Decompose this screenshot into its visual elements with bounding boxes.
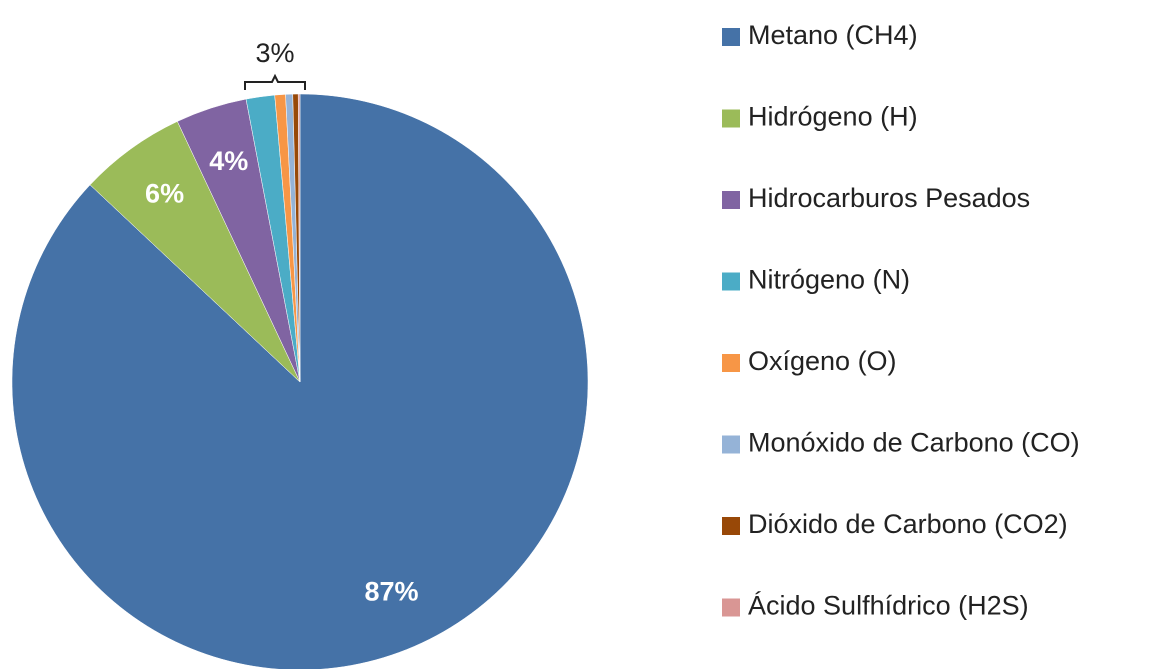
legend-swatch (722, 354, 740, 372)
legend-swatch (722, 191, 740, 209)
bracket (244, 73, 306, 90)
legend-label: Monóxido de Carbono (CO) (748, 428, 1080, 458)
legend-label: Hidrocarburos Pesados (748, 183, 1030, 213)
legend-swatch (722, 272, 740, 291)
legend-swatch (722, 109, 740, 128)
value-label: 87% (364, 577, 418, 607)
legend-label: Hidrógeno (H) (748, 102, 918, 132)
pie-slice (297, 93, 301, 383)
legend-label: Ácido Sulfhídrico (H2S) (748, 591, 1029, 621)
value-label: 6% (145, 179, 184, 209)
value-label: 4% (209, 146, 248, 176)
legend-swatch (722, 517, 740, 535)
legend-label: Nitrógeno (N) (748, 265, 910, 295)
legend-swatch (722, 435, 740, 454)
legend-swatch (722, 28, 740, 46)
legend-label: Oxígeno (O) (748, 346, 897, 376)
legend-label: Metano (CH4) (748, 20, 918, 50)
annotation: 3% (255, 38, 294, 68)
legend-label: Dióxido de Carbono (CO2) (748, 509, 1068, 539)
legend-swatch (722, 598, 740, 617)
